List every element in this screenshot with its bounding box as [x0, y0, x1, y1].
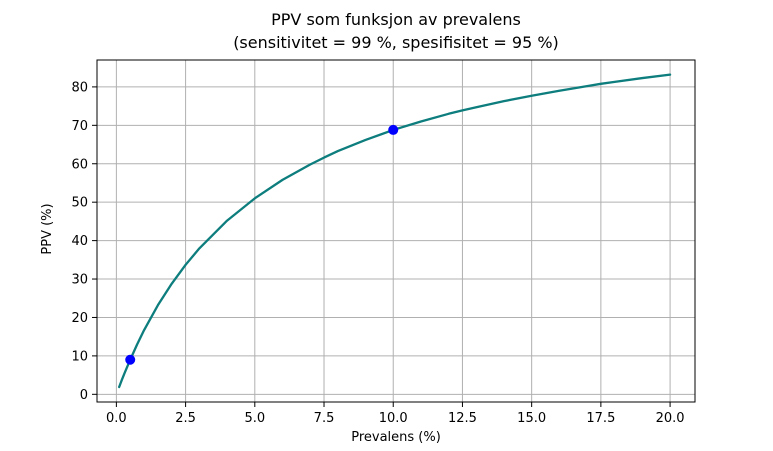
x-tick-label: 7.5	[314, 411, 335, 426]
y-tick-label: 20	[71, 311, 88, 326]
chart-subtitle: (sensitivitet = 99 %, spesifisitet = 95 …	[233, 33, 559, 52]
x-tick-label: 0.0	[106, 411, 127, 426]
highlighted-points	[125, 124, 399, 365]
y-axis-label: PPV (%)	[40, 203, 55, 254]
x-tick-label: 15.0	[517, 411, 546, 426]
y-tick-label: 80	[71, 80, 88, 95]
y-tick-label: 50	[71, 196, 88, 211]
highlighted-point	[388, 124, 399, 135]
y-tick-label: 30	[71, 273, 88, 288]
x-tick-label: 10.0	[379, 411, 408, 426]
y-tick-label: 10	[71, 349, 88, 364]
y-tick-label: 70	[71, 119, 88, 134]
x-tick-label: 2.5	[175, 411, 196, 426]
axis-ticks: 0.0 2.5 5.0 7.5 10.0 12.5 15.0 17.5 20.0 0 10 20 30 4…	[71, 80, 684, 426]
y-tick-label: 0	[80, 388, 88, 403]
plot-area-frame	[96, 59, 696, 403]
series-layer	[118, 73, 672, 389]
y-tick-label: 40	[71, 234, 88, 249]
x-tick-label: 12.5	[448, 411, 477, 426]
grid	[97, 60, 695, 402]
x-tick-label: 17.5	[586, 411, 615, 426]
y-tick-label: 60	[71, 157, 88, 172]
chart-title: PPV som funksjon av prevalens	[271, 10, 521, 29]
highlighted-point	[125, 354, 136, 365]
x-tick-label: 20.0	[656, 411, 685, 426]
x-axis-label: Prevalens (%)	[351, 430, 441, 445]
ppv-curve-line	[118, 73, 672, 389]
x-tick-label: 5.0	[244, 411, 265, 426]
